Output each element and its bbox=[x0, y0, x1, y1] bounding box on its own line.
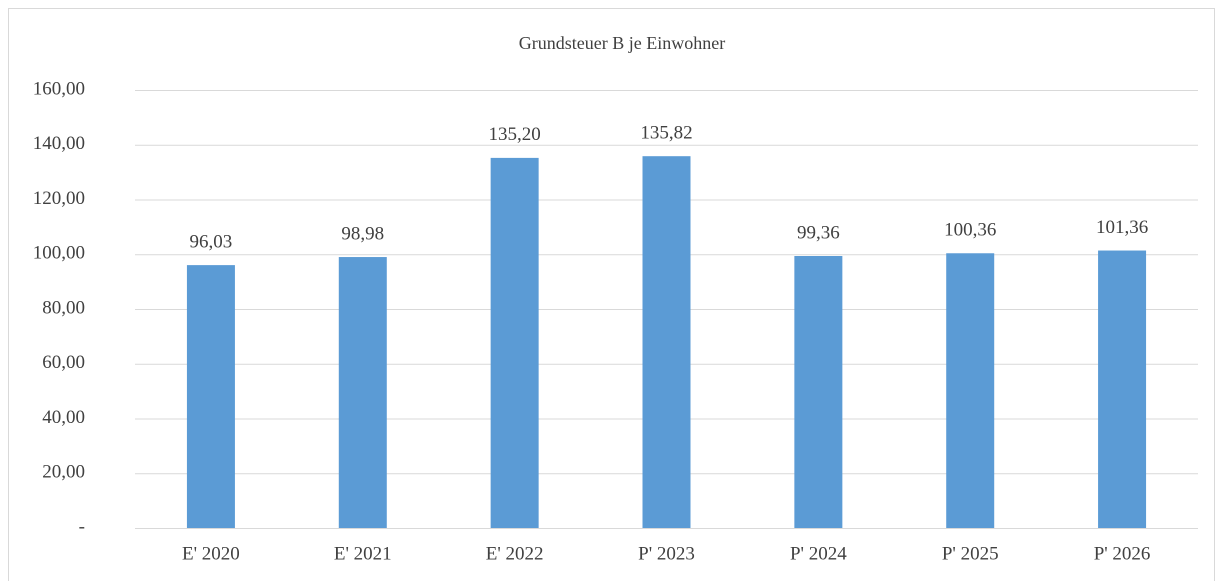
bar bbox=[186, 265, 235, 528]
x-tick-label: E' 2021 bbox=[334, 543, 392, 564]
y-tick-label: 20,00 bbox=[42, 462, 85, 483]
chart-title: Grundsteuer B je Einwohner bbox=[519, 33, 725, 53]
x-tick-label: E' 2020 bbox=[182, 543, 240, 564]
data-label: 96,03 bbox=[190, 231, 233, 252]
data-label: 135,20 bbox=[489, 124, 541, 145]
x-tick-label: E' 2022 bbox=[486, 543, 544, 564]
data-label: 98,98 bbox=[341, 223, 384, 244]
y-tick-label: 80,00 bbox=[42, 297, 85, 318]
data-label: 101,36 bbox=[1096, 217, 1148, 238]
y-tick-label: 60,00 bbox=[42, 352, 85, 373]
x-tick-label: P' 2023 bbox=[638, 543, 695, 564]
data-label: 100,36 bbox=[944, 220, 996, 241]
x-tick-label: P' 2024 bbox=[790, 543, 847, 564]
y-tick-label: - bbox=[79, 516, 85, 537]
data-label: 99,36 bbox=[797, 222, 840, 243]
bar bbox=[490, 157, 539, 528]
bar bbox=[642, 156, 691, 528]
bar bbox=[946, 253, 995, 528]
data-label: 135,82 bbox=[640, 123, 692, 144]
y-tick-label: 40,00 bbox=[42, 407, 85, 428]
y-tick-label: 160,00 bbox=[33, 78, 85, 99]
y-tick-label: 120,00 bbox=[33, 188, 85, 209]
y-tick-label: 140,00 bbox=[33, 133, 85, 154]
bar bbox=[338, 257, 387, 528]
y-tick-label: 100,00 bbox=[33, 243, 85, 264]
bar bbox=[1098, 250, 1147, 529]
bar bbox=[794, 256, 843, 528]
x-tick-label: P' 2026 bbox=[1094, 543, 1151, 564]
x-tick-label: P' 2025 bbox=[942, 543, 999, 564]
